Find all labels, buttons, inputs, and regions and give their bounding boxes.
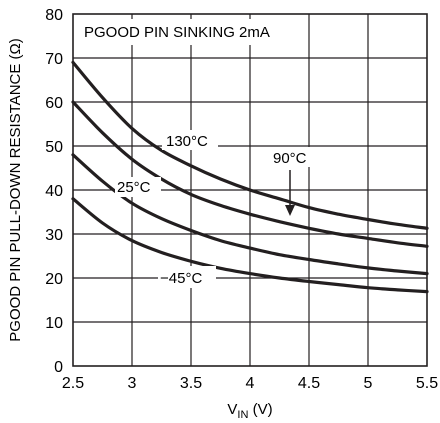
x-axis-title-sub: IN (237, 409, 248, 421)
y-tick-label: 0 (54, 359, 63, 376)
x-axis-ticks: 2.5 3 3.5 4 4.5 5 5.5 (62, 375, 438, 392)
curve-label-25c: 25°C (117, 179, 151, 196)
x-tick-label: 2.5 (62, 375, 84, 392)
x-tick-label: 5 (364, 375, 373, 392)
x-tick-label: 4 (246, 375, 255, 392)
y-tick-label: 10 (45, 315, 63, 332)
x-axis-title-unit: (V) (248, 401, 272, 418)
curve-label-130c: 130°C (166, 133, 208, 150)
curve-label-minus45c: −45°C (160, 270, 202, 287)
x-tick-label: 5.5 (416, 375, 438, 392)
y-tick-label: 20 (45, 271, 63, 288)
annotation-mask (79, 19, 291, 45)
y-tick-label: 50 (45, 139, 63, 156)
y-tick-label: 80 (45, 7, 63, 24)
label-m45-mask (158, 266, 216, 288)
y-tick-label: 70 (45, 51, 63, 68)
y-tick-label: 60 (45, 95, 63, 112)
arrow-90c-head (285, 205, 295, 216)
label-25-mask (115, 177, 161, 197)
chart-annotation: PGOOD PIN SINKING 2mA (84, 24, 270, 41)
curves (71, 60, 429, 294)
x-axis-title: VIN (V) (227, 401, 272, 421)
curve-labels: 130°C 90°C 25°C −45°C (115, 130, 318, 288)
x-tick-label: 4.5 (298, 375, 320, 392)
x-tick-label: 3.5 (180, 375, 202, 392)
label-130-mask (162, 130, 218, 150)
label-90-mask (270, 147, 318, 167)
x-tick-label: 3 (128, 375, 137, 392)
y-axis-title: PGOOD PIN PULL-DOWN RESISTANCE (Ω) (7, 38, 24, 341)
y-axis-ticks: 0 10 20 30 40 50 60 70 80 (45, 7, 63, 376)
x-axis-title-main: V (227, 401, 237, 418)
y-tick-label: 30 (45, 227, 63, 244)
series-line-3 (71, 197, 429, 294)
annotation-box: PGOOD PIN SINKING 2mA (79, 19, 291, 45)
y-tick-label: 40 (45, 183, 63, 200)
series-line-2 (71, 153, 429, 276)
curve-label-90c: 90°C (273, 150, 307, 167)
plot-frame (72, 13, 428, 367)
series-line-1 (71, 100, 429, 248)
series-line-0 (71, 60, 429, 230)
